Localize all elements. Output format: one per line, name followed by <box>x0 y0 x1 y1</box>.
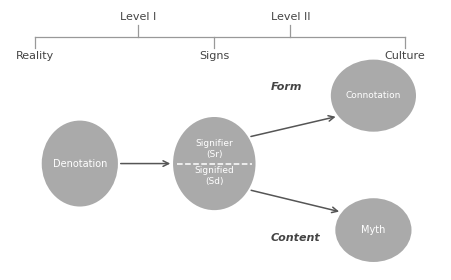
Ellipse shape <box>335 198 411 262</box>
Text: Myth: Myth <box>361 225 386 235</box>
Text: (Sd): (Sd) <box>205 177 224 186</box>
Ellipse shape <box>331 60 416 132</box>
Text: Denotation: Denotation <box>53 158 107 169</box>
Text: Culture: Culture <box>384 51 425 61</box>
Text: Form: Form <box>270 82 302 92</box>
Text: Level I: Level I <box>120 12 156 22</box>
Text: Reality: Reality <box>16 51 54 61</box>
Text: (Sr): (Sr) <box>206 150 222 159</box>
Text: Connotation: Connotation <box>346 91 401 100</box>
Text: Content: Content <box>270 233 320 242</box>
Text: Level II: Level II <box>271 12 310 22</box>
Ellipse shape <box>173 117 256 210</box>
Text: Signifier: Signifier <box>195 139 233 148</box>
Text: Signified: Signified <box>194 166 234 175</box>
Text: Signs: Signs <box>199 51 230 61</box>
Ellipse shape <box>42 121 118 207</box>
